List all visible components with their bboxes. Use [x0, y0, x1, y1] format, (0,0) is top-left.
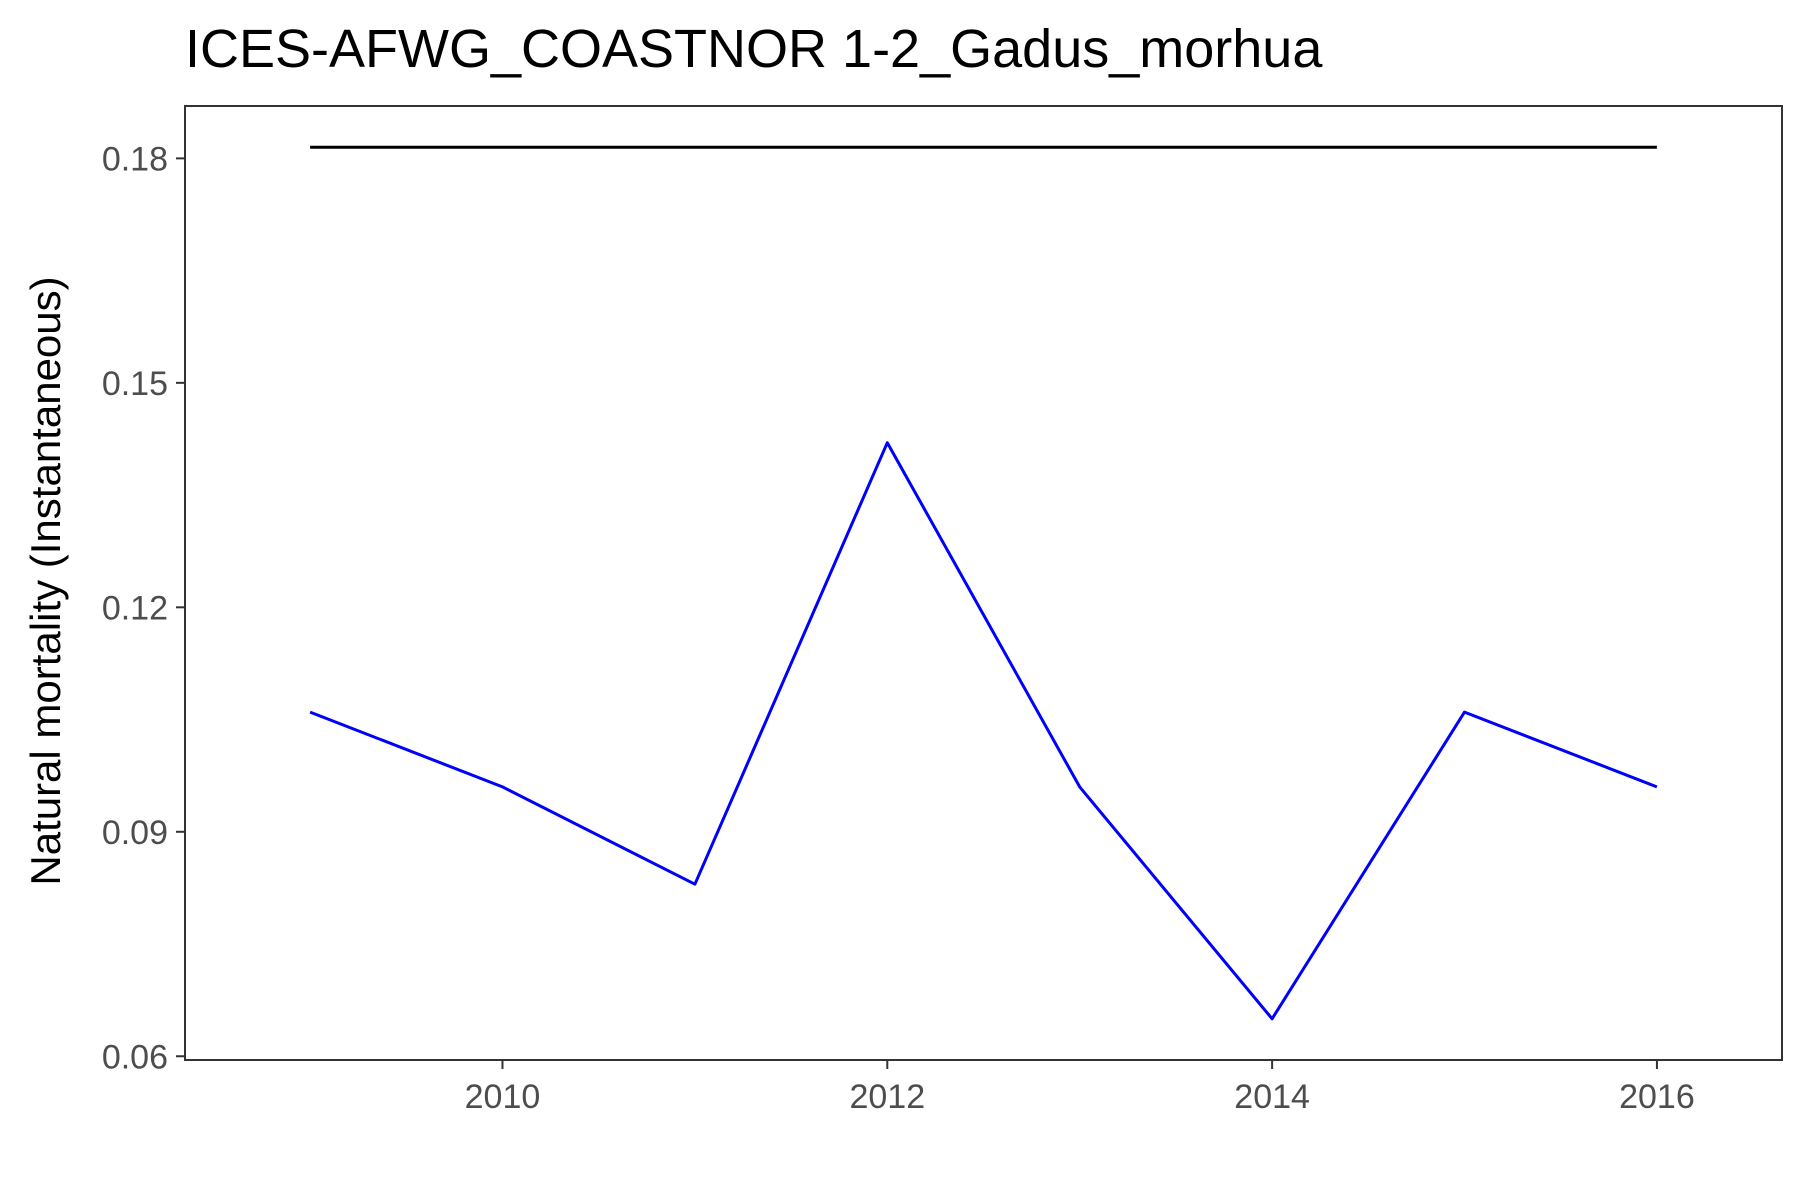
- x-tick-label: 2014: [1234, 1078, 1310, 1116]
- y-tick-label: 0.12: [102, 589, 168, 627]
- plot-panel: [184, 105, 1783, 1061]
- x-tick-label: 2016: [1619, 1078, 1695, 1116]
- y-axis: 0.06 0.09 0.12 0.15 0.18: [102, 140, 185, 1076]
- series-line-1: [309, 441, 1658, 1021]
- y-tick-label: 0.15: [102, 365, 168, 403]
- x-tick-label: 2012: [849, 1078, 925, 1116]
- x-axis: 2010 2012 2014 2016: [465, 1060, 1695, 1116]
- chart-title: ICES-AFWG_COASTNOR 1-2_Gadus_morhua: [185, 19, 1323, 79]
- y-tick-label: 0.09: [102, 814, 168, 852]
- y-tick-label: 0.06: [102, 1038, 168, 1076]
- y-axis-label: Natural mortality (Instantaneous): [22, 276, 69, 885]
- series-layer: [309, 145, 1658, 1021]
- x-tick-label: 2010: [465, 1078, 541, 1116]
- y-tick-label: 0.18: [102, 140, 168, 178]
